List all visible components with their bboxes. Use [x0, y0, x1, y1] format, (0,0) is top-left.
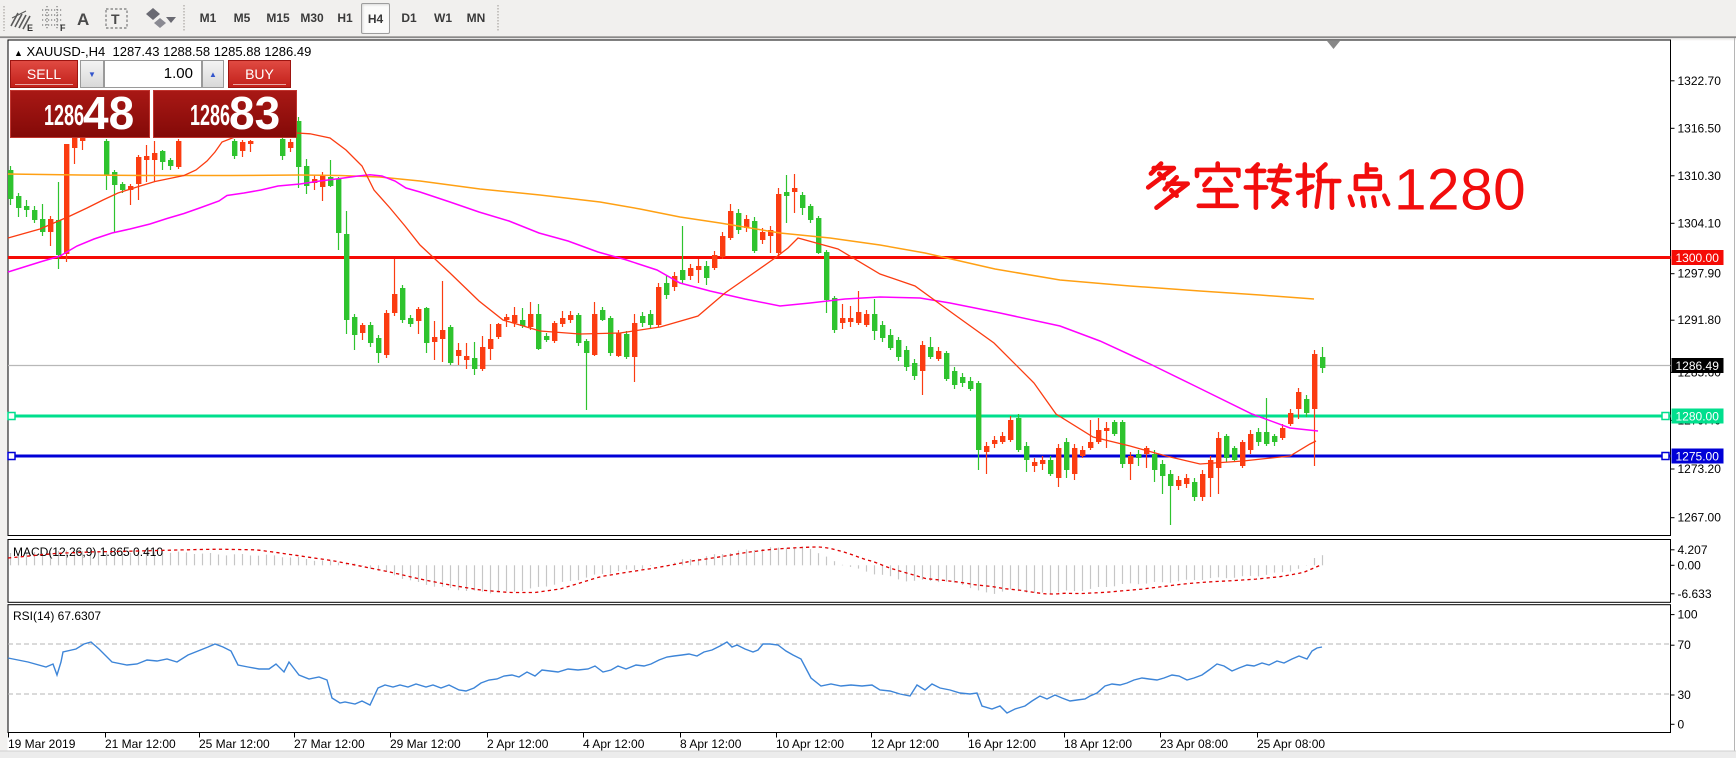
svg-text:4 Apr 12:00: 4 Apr 12:00: [583, 737, 645, 751]
svg-text:2 Apr 12:00: 2 Apr 12:00: [487, 737, 549, 751]
svg-text:10 Apr 12:00: 10 Apr 12:00: [776, 737, 844, 751]
svg-text:0: 0: [1678, 717, 1685, 731]
svg-text:-6.633: -6.633: [1678, 587, 1712, 601]
svg-text:1297.90: 1297.90: [1678, 267, 1722, 281]
svg-text:1275.00: 1275.00: [1676, 450, 1720, 464]
svg-text:27 Mar 12:00: 27 Mar 12:00: [294, 737, 365, 751]
svg-text:18 Apr 12:00: 18 Apr 12:00: [1064, 737, 1132, 751]
svg-text:1316.50: 1316.50: [1678, 121, 1722, 135]
svg-text:A: A: [77, 10, 89, 29]
svg-text:1267.00: 1267.00: [1678, 511, 1722, 525]
svg-text:F: F: [60, 23, 66, 33]
svg-text:1310.30: 1310.30: [1678, 169, 1722, 183]
svg-text:70: 70: [1678, 638, 1692, 652]
svg-text:1300.00: 1300.00: [1676, 251, 1720, 265]
svg-text:T: T: [111, 11, 120, 27]
svg-text:30: 30: [1678, 688, 1692, 702]
svg-text:1273.20: 1273.20: [1678, 462, 1722, 476]
svg-text:19 Mar 2019: 19 Mar 2019: [8, 737, 76, 751]
svg-text:RSI(14) 67.6307: RSI(14) 67.6307: [13, 609, 101, 623]
svg-text:E: E: [27, 23, 33, 33]
svg-text:0.00: 0.00: [1678, 558, 1702, 572]
svg-text:1322.70: 1322.70: [1678, 74, 1722, 88]
svg-text:MACD(12,26,9) 1.865 0.410: MACD(12,26,9) 1.865 0.410: [13, 545, 163, 559]
svg-text:12 Apr 12:00: 12 Apr 12:00: [871, 737, 939, 751]
svg-text:1286.49: 1286.49: [1676, 359, 1720, 373]
svg-text:1291.80: 1291.80: [1678, 313, 1722, 327]
svg-text:23 Apr 08:00: 23 Apr 08:00: [1160, 737, 1228, 751]
svg-text:1304.10: 1304.10: [1678, 216, 1722, 230]
svg-text:1280: 1280: [1394, 158, 1526, 223]
svg-text:16 Apr 12:00: 16 Apr 12:00: [968, 737, 1036, 751]
svg-text:25 Apr 08:00: 25 Apr 08:00: [1257, 737, 1325, 751]
svg-text:1280.00: 1280.00: [1676, 410, 1720, 424]
svg-text:8 Apr 12:00: 8 Apr 12:00: [680, 737, 742, 751]
svg-text:21 Mar 12:00: 21 Mar 12:00: [105, 737, 176, 751]
svg-text:4.207: 4.207: [1678, 543, 1708, 557]
svg-text:29 Mar 12:00: 29 Mar 12:00: [390, 737, 461, 751]
svg-text:100: 100: [1678, 608, 1698, 622]
svg-text:25 Mar 12:00: 25 Mar 12:00: [199, 737, 270, 751]
